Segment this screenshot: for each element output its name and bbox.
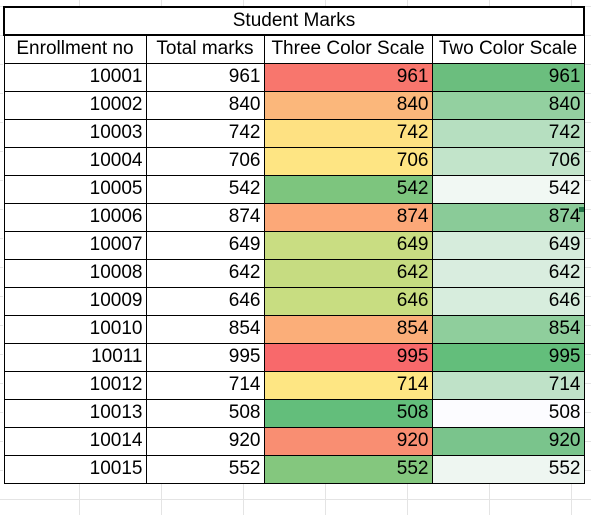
- two-color-scale-cell[interactable]: 854: [431, 314, 585, 344]
- two-color-scale-cell[interactable]: 995: [431, 342, 585, 372]
- table-row: 10010 854 854 854: [3, 314, 585, 344]
- enrollment-cell[interactable]: 10001: [3, 62, 147, 92]
- total-marks-cell[interactable]: 854: [145, 314, 265, 344]
- three-color-scale-cell[interactable]: 874: [263, 202, 433, 232]
- total-marks-cell[interactable]: 742: [145, 118, 265, 148]
- enrollment-cell[interactable]: 10008: [3, 258, 147, 288]
- three-color-scale-cell[interactable]: 642: [263, 258, 433, 288]
- two-color-scale-cell[interactable]: 874: [431, 202, 585, 232]
- three-color-scale-cell[interactable]: 854: [263, 314, 433, 344]
- three-color-scale-cell[interactable]: 552: [263, 454, 433, 484]
- header-two-color-scale[interactable]: Two Color Scale: [431, 34, 585, 64]
- two-color-scale-cell[interactable]: 840: [431, 90, 585, 120]
- three-color-scale-cell[interactable]: 649: [263, 230, 433, 260]
- table-row: 10012 714 714 714: [3, 370, 585, 400]
- total-marks-cell[interactable]: 552: [145, 454, 265, 484]
- total-marks-cell[interactable]: 840: [145, 90, 265, 120]
- student-marks-table: Student Marks Enrollment no Total marks …: [3, 6, 585, 484]
- total-marks-cell[interactable]: 961: [145, 62, 265, 92]
- two-color-scale-cell[interactable]: 742: [431, 118, 585, 148]
- table-row: 10005 542 542 542: [3, 174, 585, 204]
- table-row: 10006 874 874 874: [3, 202, 585, 232]
- header-enrollment[interactable]: Enrollment no: [3, 34, 147, 64]
- total-marks-cell[interactable]: 508: [145, 398, 265, 428]
- total-marks-cell[interactable]: 642: [145, 258, 265, 288]
- total-marks-cell[interactable]: 542: [145, 174, 265, 204]
- enrollment-cell[interactable]: 10006: [3, 202, 147, 232]
- table-row: 10008 642 642 642: [3, 258, 585, 288]
- table-row: 10014 920 920 920: [3, 426, 585, 456]
- total-marks-cell[interactable]: 874: [145, 202, 265, 232]
- total-marks-cell[interactable]: 714: [145, 370, 265, 400]
- enrollment-cell[interactable]: 10012: [3, 370, 147, 400]
- table-row: 10002 840 840 840: [3, 90, 585, 120]
- table-row: 10004 706 706 706: [3, 146, 585, 176]
- three-color-scale-cell[interactable]: 995: [263, 342, 433, 372]
- two-color-scale-cell[interactable]: 706: [431, 146, 585, 176]
- total-marks-cell[interactable]: 995: [145, 342, 265, 372]
- header-row: Enrollment no Total marks Three Color Sc…: [3, 34, 585, 64]
- three-color-scale-cell[interactable]: 508: [263, 398, 433, 428]
- three-color-scale-cell[interactable]: 920: [263, 426, 433, 456]
- enrollment-cell[interactable]: 10007: [3, 230, 147, 260]
- two-color-scale-cell[interactable]: 649: [431, 230, 585, 260]
- three-color-scale-cell[interactable]: 646: [263, 286, 433, 316]
- table-row: 10011 995 995 995: [3, 342, 585, 372]
- three-color-scale-cell[interactable]: 961: [263, 62, 433, 92]
- two-color-scale-cell[interactable]: 920: [431, 426, 585, 456]
- total-marks-cell[interactable]: 649: [145, 230, 265, 260]
- two-color-scale-cell[interactable]: 542: [431, 174, 585, 204]
- enrollment-cell[interactable]: 10002: [3, 90, 147, 120]
- total-marks-cell[interactable]: 706: [145, 146, 265, 176]
- table-row: 10007 649 649 649: [3, 230, 585, 260]
- total-marks-cell[interactable]: 646: [145, 286, 265, 316]
- enrollment-cell[interactable]: 10015: [3, 454, 147, 484]
- table-title[interactable]: Student Marks: [3, 6, 585, 36]
- two-color-scale-cell[interactable]: 642: [431, 258, 585, 288]
- enrollment-cell[interactable]: 10010: [3, 314, 147, 344]
- header-total-marks[interactable]: Total marks: [145, 34, 265, 64]
- three-color-scale-cell[interactable]: 714: [263, 370, 433, 400]
- enrollment-cell[interactable]: 10003: [3, 118, 147, 148]
- enrollment-cell[interactable]: 10011: [3, 342, 147, 372]
- two-color-scale-cell[interactable]: 552: [431, 454, 585, 484]
- total-marks-cell[interactable]: 920: [145, 426, 265, 456]
- two-color-scale-cell[interactable]: 646: [431, 286, 585, 316]
- table-row: 10015 552 552 552: [3, 454, 585, 484]
- two-color-scale-cell[interactable]: 714: [431, 370, 585, 400]
- two-color-scale-cell[interactable]: 961: [431, 62, 585, 92]
- fill-handle[interactable]: [579, 207, 584, 212]
- table-row: 10003 742 742 742: [3, 118, 585, 148]
- enrollment-cell[interactable]: 10005: [3, 174, 147, 204]
- three-color-scale-cell[interactable]: 542: [263, 174, 433, 204]
- enrollment-cell[interactable]: 10013: [3, 398, 147, 428]
- table-row: 10009 646 646 646: [3, 286, 585, 316]
- three-color-scale-cell[interactable]: 840: [263, 90, 433, 120]
- header-three-color-scale[interactable]: Three Color Scale: [263, 34, 433, 64]
- table-row: 10013 508 508 508: [3, 398, 585, 428]
- two-color-scale-cell[interactable]: 508: [431, 398, 585, 428]
- enrollment-cell[interactable]: 10009: [3, 286, 147, 316]
- three-color-scale-cell[interactable]: 706: [263, 146, 433, 176]
- enrollment-cell[interactable]: 10004: [3, 146, 147, 176]
- table-row: 10001 961 961 961: [3, 62, 585, 92]
- enrollment-cell[interactable]: 10014: [3, 426, 147, 456]
- three-color-scale-cell[interactable]: 742: [263, 118, 433, 148]
